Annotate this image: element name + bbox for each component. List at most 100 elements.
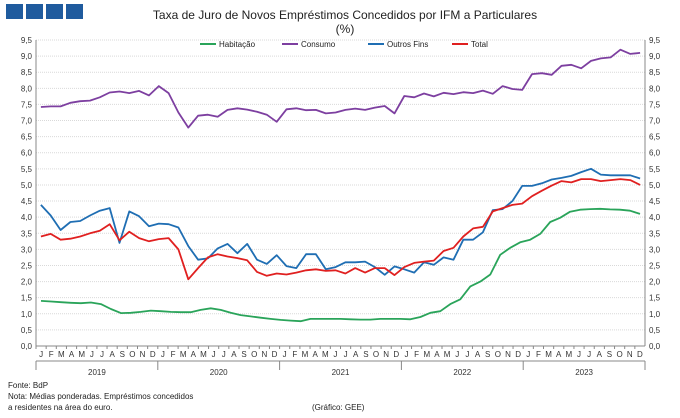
x-tick-label: M	[423, 350, 430, 359]
y-tick-label-left: 4,5	[21, 197, 33, 206]
chart-credit: (Gráfico: GEE)	[312, 403, 365, 412]
x-tick-label: A	[191, 350, 197, 359]
x-tick-label: F	[536, 350, 541, 359]
x-tick-label: J	[455, 350, 459, 359]
y-tick-label-left: 7,5	[21, 100, 33, 109]
y-tick-label-right: 7,5	[649, 100, 661, 109]
source-text: Fonte: BdP	[8, 381, 49, 390]
series-line-habitação	[40, 207, 641, 323]
left-y-axis: 0,0 0,5 1,0 1,5 2,0 2,5 3,0 3,5 4,0 4,5 5,0 5,5 6,0 6…	[21, 36, 33, 351]
series-line-total	[40, 178, 641, 281]
legend-label: Outros Fins	[387, 40, 428, 49]
x-tick-label: O	[495, 350, 501, 359]
legend: Habitação Consumo Outros Fins Total	[200, 40, 488, 49]
y-tick-label-right: 4,0	[649, 213, 661, 222]
x-tick-label: M	[302, 350, 309, 359]
x-tick-label: N	[627, 350, 633, 359]
year-label: 2019	[88, 368, 106, 377]
series-line-outros-fins	[40, 167, 641, 276]
y-tick-label-left: 7,0	[21, 117, 33, 126]
year-label: 2020	[210, 368, 228, 377]
y-tick-label-right: 1,0	[649, 310, 661, 319]
x-tick-label: D	[393, 350, 399, 359]
year-label: 2021	[332, 368, 350, 377]
y-tick-label-left: 2,0	[21, 278, 33, 287]
y-tick-label-left: 0,0	[21, 342, 33, 351]
y-tick-label-right: 1,5	[649, 294, 661, 303]
x-tick-label: N	[383, 350, 389, 359]
y-tick-label-right: 4,5	[649, 197, 661, 206]
x-tick-label: O	[373, 350, 379, 359]
y-tick-label-right: 9,0	[649, 52, 661, 61]
logo	[6, 4, 83, 19]
y-tick-label-right: 3,5	[649, 229, 661, 238]
x-tick-label: N	[505, 350, 511, 359]
y-tick-label-right: 8,5	[649, 68, 661, 77]
right-y-axis: 0,0 0,5 1,0 1,5 2,0 2,5 3,0 3,5 4,0 4,5 5,0 5,5 6,0 6…	[649, 36, 661, 351]
y-tick-label-left: 8,5	[21, 68, 33, 77]
x-tick-label: J	[161, 350, 165, 359]
x-tick-label: J	[90, 350, 94, 359]
x-tick-label: A	[231, 350, 237, 359]
x-tick-label: M	[322, 350, 329, 359]
series-lines	[40, 48, 641, 323]
series-line-consumo	[40, 48, 641, 129]
y-tick-label-left: 4,0	[21, 213, 33, 222]
x-tick-label: J	[465, 350, 469, 359]
x-tick-label: M	[58, 350, 65, 359]
year-label: 2023	[575, 368, 593, 377]
chart-subtitle: (%)	[336, 22, 355, 36]
x-tick-label: S	[485, 350, 490, 359]
legend-label: Consumo	[301, 40, 336, 49]
x-tick-label: M	[566, 350, 573, 359]
y-tick-label-left: 1,5	[21, 294, 33, 303]
y-tick-label-right: 0,5	[649, 326, 661, 335]
x-tick-label: A	[312, 350, 318, 359]
note-line-2: a residentes na área do euro.	[8, 403, 113, 412]
x-tick-label: J	[404, 350, 408, 359]
y-tick-label-left: 6,5	[21, 133, 33, 142]
x-tick-label: A	[109, 350, 115, 359]
x-tick-label: S	[607, 350, 612, 359]
chart-title: Taxa de Juro de Novos Empréstimos Conced…	[153, 8, 537, 22]
x-tick-label: D	[515, 350, 521, 359]
x-tick-label: M	[78, 350, 85, 359]
x-tick-label: J	[526, 350, 530, 359]
x-tick-label: M	[200, 350, 207, 359]
y-tick-label-left: 9,5	[21, 36, 33, 45]
x-tick-label: A	[434, 350, 440, 359]
y-tick-label-right: 3,0	[649, 245, 661, 254]
y-tick-label-left: 6,0	[21, 149, 33, 158]
y-tick-label-right: 5,0	[649, 181, 661, 190]
x-tick-label: F	[414, 350, 419, 359]
x-tick-label: O	[129, 350, 135, 359]
note-line-1: Nota: Médias ponderadas. Empréstimos con…	[8, 392, 194, 401]
y-tick-label-right: 2,0	[649, 278, 661, 287]
x-tick-label: F	[171, 350, 176, 359]
year-label: 2022	[453, 368, 471, 377]
y-tick-label-left: 1,0	[21, 310, 33, 319]
y-tick-label-left: 5,5	[21, 165, 33, 174]
y-tick-label-right: 2,5	[649, 261, 661, 270]
x-tick-label: J	[39, 350, 43, 359]
x-tick-label: N	[261, 350, 267, 359]
y-tick-label-right: 9,5	[649, 36, 661, 45]
y-tick-label-left: 9,0	[21, 52, 33, 61]
y-tick-label-left: 2,5	[21, 261, 33, 270]
y-tick-label-right: 8,0	[649, 84, 661, 93]
y-tick-label-left: 3,5	[21, 229, 33, 238]
y-tick-label-right: 7,0	[649, 117, 661, 126]
x-tick-label: J	[577, 350, 581, 359]
y-tick-label-right: 5,5	[649, 165, 661, 174]
y-tick-label-left: 5,0	[21, 181, 33, 190]
x-tick-label: A	[353, 350, 359, 359]
x-tick-label: J	[333, 350, 337, 359]
x-tick-label: A	[475, 350, 481, 359]
gridlines	[35, 39, 646, 347]
x-tick-label: M	[444, 350, 451, 359]
x-tick-label: F	[49, 350, 54, 359]
y-tick-label-right: 0,0	[649, 342, 661, 351]
x-tick-label: M	[545, 350, 552, 359]
